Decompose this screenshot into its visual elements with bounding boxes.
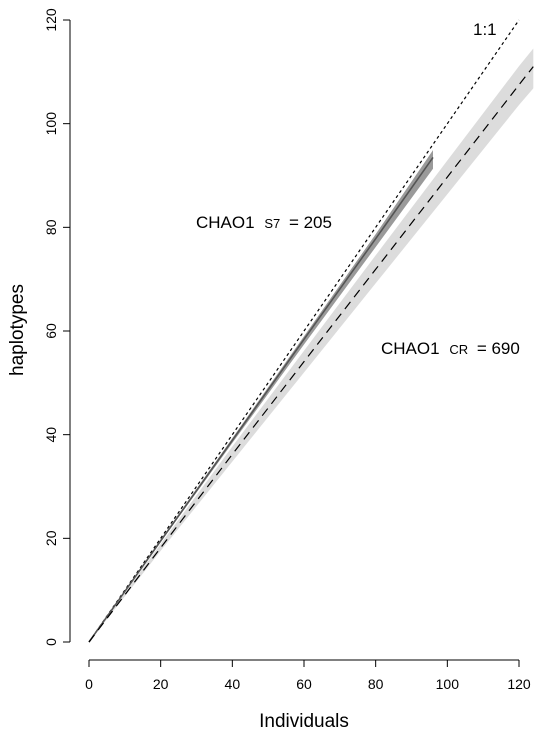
y-tick-label: 40 (43, 427, 59, 443)
x-tick-label: 100 (436, 676, 460, 692)
x-tick-label: 20 (153, 676, 169, 692)
y-tick-label: 20 (43, 530, 59, 546)
x-tick-label: 40 (225, 676, 241, 692)
series-2-dashed-line (88, 66, 534, 643)
series-1-solid-line (88, 156, 434, 643)
annotation-one-to-one: 1:1 (473, 20, 497, 39)
annotation-chao1-cr: CHAO1 CR = 690 (381, 339, 520, 358)
annotation-chao1-s7: CHAO1 S7 = 205 (196, 213, 332, 232)
annotation-chao1-cr-sub: CR (449, 342, 468, 357)
series-lines (88, 19, 534, 643)
y-tick-label: 60 (43, 323, 59, 339)
series-0-dotted-line (88, 19, 520, 643)
y-tick-label: 80 (43, 219, 59, 235)
x-tick-label: 80 (368, 676, 384, 692)
annotation-chao1-s7-sub: S7 (264, 216, 280, 231)
y-tick-label: 100 (43, 112, 59, 136)
annotation-chao1-cr-value: = 690 (477, 339, 520, 358)
annotation-chao1-s7-main: CHAO1 (196, 213, 255, 232)
y-axis-title: haplotypes (7, 284, 28, 376)
x-tick-label: 0 (85, 676, 93, 692)
y-axis: 0 20 40 60 80 100 120 (43, 8, 71, 646)
y-tick-label: 0 (43, 638, 59, 646)
x-axis: 0 20 40 60 80 100 120 (85, 659, 531, 692)
y-tick-label: 120 (43, 8, 59, 32)
annotation-chao1-s7-value: = 205 (289, 213, 332, 232)
x-tick-label: 60 (296, 676, 312, 692)
x-tick-label: 120 (507, 676, 531, 692)
series-2-confidence-band (89, 48, 534, 642)
x-axis-title: Individuals (259, 711, 349, 732)
annotation-chao1-cr-main: CHAO1 (381, 339, 440, 358)
